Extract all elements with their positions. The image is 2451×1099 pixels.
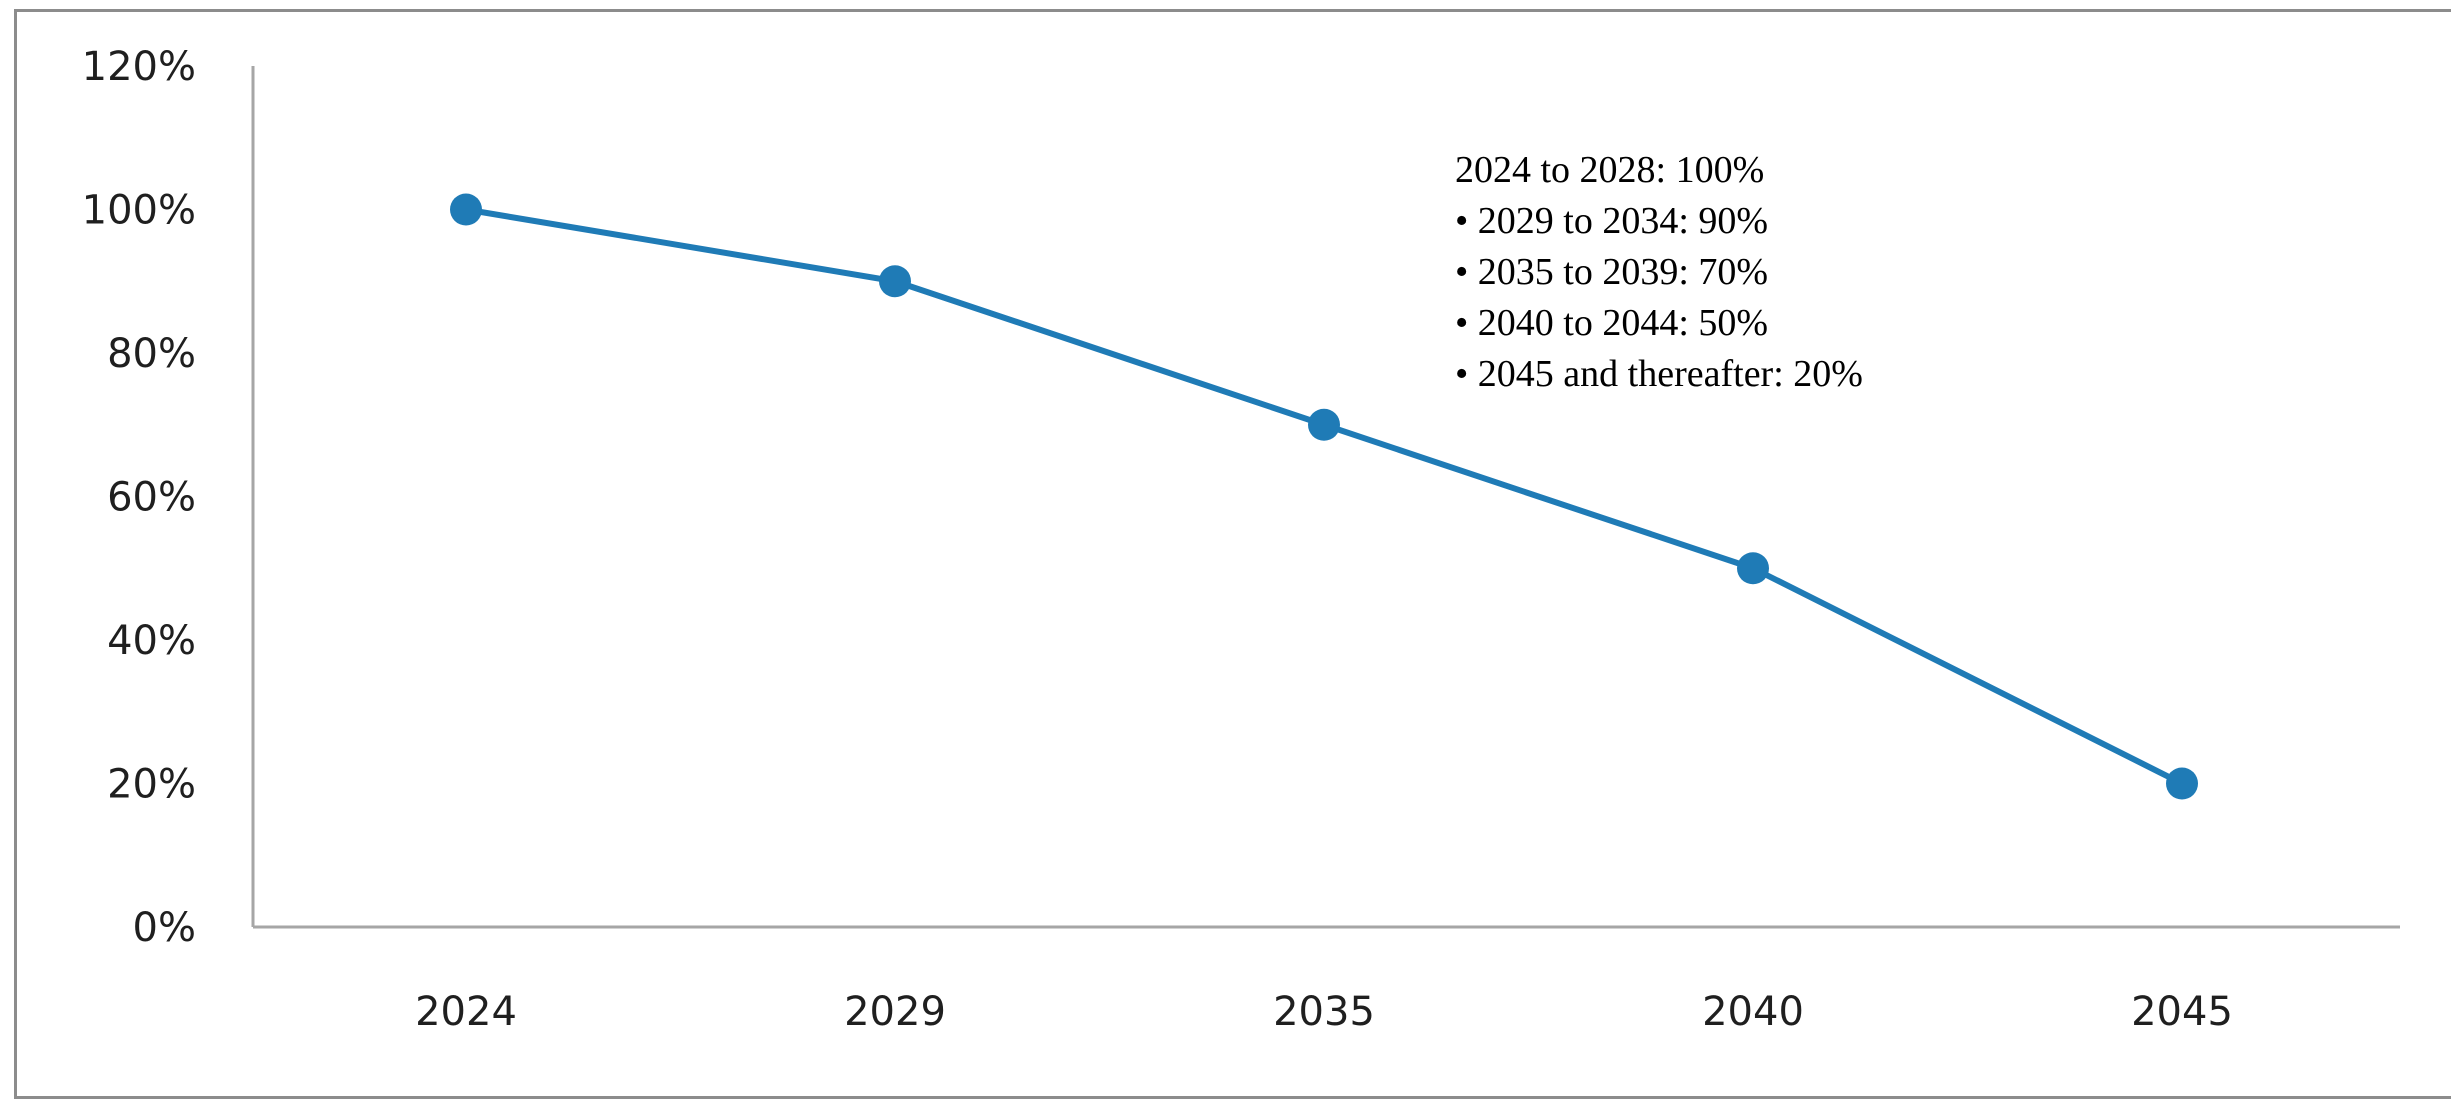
y-tick-label: 0% <box>133 905 196 951</box>
annotation-text-box: 2024 to 2028: 100% • 2029 to 2034: 90% •… <box>1455 145 1863 400</box>
x-tick-label: 2029 <box>844 989 946 1035</box>
y-tick-label: 120% <box>82 44 196 90</box>
y-axis-tick-labels: 0% 20% 40% 60% 80% 100% 120% <box>82 44 196 951</box>
x-tick-label: 2045 <box>2131 989 2233 1035</box>
data-point-marker <box>1308 408 1340 441</box>
y-tick-label: 100% <box>82 188 196 234</box>
x-tick-label: 2035 <box>1273 989 1375 1035</box>
annotation-line: • 2045 and thereafter: 20% <box>1455 353 1863 395</box>
y-tick-label: 40% <box>107 618 196 664</box>
series-group <box>450 193 2198 800</box>
annotation-line: 2024 to 2028: 100% <box>1455 149 1765 191</box>
data-point-marker <box>879 265 911 298</box>
data-point-marker <box>450 193 482 226</box>
x-tick-label: 2024 <box>415 989 517 1035</box>
series-line <box>465 206 2184 787</box>
annotation-line: • 2035 to 2039: 70% <box>1455 251 1769 293</box>
y-tick-label: 80% <box>107 331 196 377</box>
data-point-marker <box>1737 552 1769 585</box>
y-tick-label: 20% <box>107 762 196 808</box>
x-tick-label: 2040 <box>1702 989 1804 1035</box>
annotation-line: • 2040 to 2044: 50% <box>1455 302 1769 344</box>
data-point-marker <box>2166 767 2198 800</box>
axes <box>251 66 2400 929</box>
chart-frame <box>14 9 2451 1099</box>
annotation-line: • 2029 to 2034: 90% <box>1455 200 1769 242</box>
y-tick-label: 60% <box>107 475 196 521</box>
x-axis-tick-labels: 2024 2029 2035 2040 2045 <box>415 989 2233 1035</box>
